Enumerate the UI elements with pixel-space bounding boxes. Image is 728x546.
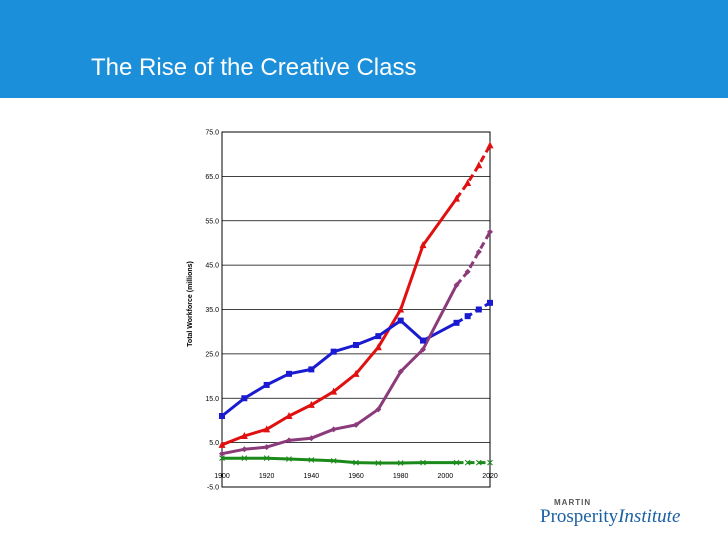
series-1-point [419, 241, 427, 249]
series-3-point [397, 368, 404, 375]
series-4-point [219, 455, 225, 462]
series-2-point [330, 348, 337, 355]
series-4-point [375, 460, 382, 466]
series-4-point [286, 456, 292, 462]
series-4-point [353, 459, 359, 466]
series-1-line [221, 197, 458, 447]
series-1-point [352, 369, 360, 377]
series-1-point [374, 343, 382, 351]
series-2-point [308, 366, 315, 373]
series-1-point [397, 305, 405, 313]
series-3-point [308, 435, 315, 442]
series-1-point [240, 431, 248, 439]
series-3-projection-point [464, 268, 471, 275]
series-2-point [286, 370, 292, 377]
series-2-projection-point [475, 306, 482, 313]
series-2-point [420, 337, 426, 344]
series-1-projection-point [486, 141, 494, 149]
series-3-point [241, 446, 248, 453]
series-1-point [307, 400, 315, 408]
martin-prosperity-institute-logo: MARTIN ProsperityInstitute [540, 498, 720, 538]
series-2-point [397, 317, 404, 324]
series-4-point [397, 460, 404, 466]
y-axis-label: Total Workforce (millions) [187, 261, 194, 347]
y-tick-label: -5.0 [207, 485, 219, 492]
series-1-point [453, 194, 460, 202]
series-4-point [263, 455, 270, 462]
x-tick-label: 1980 [393, 473, 409, 480]
series-4-point [241, 455, 248, 462]
series-2-point [375, 333, 382, 340]
series-3-projection-point [487, 228, 493, 235]
series-3-projection [455, 231, 492, 287]
x-tick-label: 1900 [214, 473, 230, 480]
series-3-line [221, 284, 458, 456]
series-3-point [453, 282, 460, 289]
x-tick-label: 1940 [304, 473, 320, 480]
series-2-point [453, 319, 460, 326]
series-3-point [219, 450, 225, 457]
logo-line2b: Institute [618, 506, 681, 527]
series-1-point [263, 425, 271, 433]
y-tick-label: 75.0 [205, 130, 219, 137]
series-3-point [420, 346, 426, 353]
series-3-point [353, 421, 359, 428]
x-tick-label: 1960 [348, 473, 364, 480]
series-3-point [263, 444, 270, 451]
series-4-point [308, 457, 315, 463]
logo-line2a: Prosperity [540, 506, 619, 527]
slide-title: The Rise of the Creative Class [91, 54, 417, 81]
series-4-projection-point [475, 459, 482, 466]
title-bar [0, 0, 728, 98]
series-4-point [453, 459, 460, 466]
series-2-point [241, 395, 248, 402]
y-tick-label: 65.0 [205, 174, 219, 181]
series-4-projection-point [464, 459, 471, 466]
x-tick-label: 2020 [482, 473, 498, 480]
series-3-projection-point [475, 248, 482, 255]
series-1-point [285, 412, 293, 419]
series-4-projection-point [487, 459, 493, 466]
series-2-projection-point [487, 299, 493, 306]
series-2-line [221, 319, 458, 418]
series-3-point [330, 426, 337, 433]
y-tick-label: 5.0 [209, 440, 219, 447]
series-2-point [353, 342, 359, 348]
series-1-projection [455, 144, 492, 200]
x-tick-label: 2000 [438, 473, 454, 480]
series-3-point [375, 406, 382, 413]
series-1-projection-point [464, 179, 472, 187]
series-4-point [420, 459, 426, 466]
x-tick-label: 1920 [259, 473, 275, 480]
series-1-point [218, 440, 226, 448]
y-tick-label: 15.0 [205, 396, 219, 403]
series-1-projection-point [475, 161, 483, 169]
series-2-point [263, 381, 270, 388]
series-3-point [286, 437, 292, 444]
logo-line1: MARTIN [554, 498, 592, 507]
series-1-point [330, 387, 338, 395]
y-tick-label: 35.0 [205, 307, 219, 314]
series-2-projection [455, 301, 491, 325]
y-tick-label: 45.0 [205, 263, 219, 270]
y-tick-label: 25.0 [205, 351, 219, 358]
series-4-point [330, 457, 337, 464]
y-tick-label: 55.0 [205, 218, 219, 225]
series-2-point [219, 413, 225, 419]
series-2-projection-point [464, 313, 471, 320]
